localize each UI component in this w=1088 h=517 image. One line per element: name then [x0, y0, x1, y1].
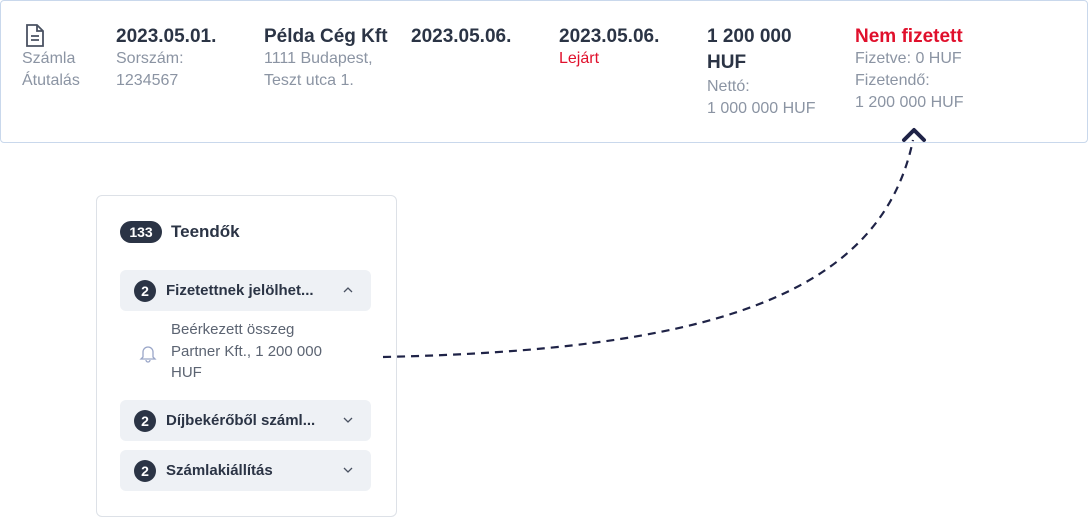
todo-count: 133 — [120, 221, 162, 243]
chevron-up[interactable] — [342, 285, 354, 295]
todo-item-line: Beérkezett összeg — [171, 321, 295, 338]
group-title: Számlakiállítás — [166, 462, 273, 479]
due-label: Fizetendő: — [855, 72, 930, 89]
todo-group[interactable] — [120, 270, 371, 311]
type: Számla — [22, 50, 76, 67]
address-line: 1111 Budapest, — [264, 50, 373, 67]
chevron-down[interactable] — [342, 415, 354, 425]
group-title: Fizetettnek jelölhet... — [166, 282, 314, 299]
fulfillment-date: 2023.05.06. — [411, 26, 512, 47]
todo-item-line: HUF — [171, 364, 202, 381]
serial-number: 1234567 — [116, 72, 179, 89]
gross-currency: HUF — [707, 52, 747, 73]
due-date: 2023.05.06. — [559, 26, 660, 47]
payment-method: Átutalás — [22, 72, 80, 89]
todo-title: Teendők — [171, 222, 240, 241]
group-title: Díjbekérőből száml... — [166, 412, 316, 429]
todo-item-line: Partner Kft., 1 200 000 — [171, 343, 322, 360]
todo-group[interactable] — [120, 400, 371, 441]
group-count: 2 — [134, 280, 156, 302]
net-amount: 1 000 000 HUF — [707, 100, 816, 117]
net-label: Nettó: — [707, 78, 750, 95]
payment-status: Nem fizetett — [855, 26, 963, 47]
serial-label: Sorszám: — [116, 50, 184, 67]
due-status: Lejárt — [559, 50, 600, 67]
group-count: 2 — [134, 410, 156, 432]
document-icon — [26, 24, 44, 47]
gross-amount: 1 200 000 — [707, 26, 792, 47]
due-amount: 1 200 000 HUF — [855, 94, 964, 111]
bell-icon — [139, 346, 157, 363]
chevron-down[interactable] — [342, 465, 354, 475]
todo-group[interactable] — [120, 450, 371, 491]
issue-date: 2023.05.01. — [116, 26, 217, 47]
address-line: Teszt utca 1. — [264, 72, 354, 89]
partner-name: Példa Cég Kft — [264, 26, 388, 47]
group-count: 2 — [134, 460, 156, 482]
paid-amount: Fizetve: 0 HUF — [855, 50, 962, 67]
